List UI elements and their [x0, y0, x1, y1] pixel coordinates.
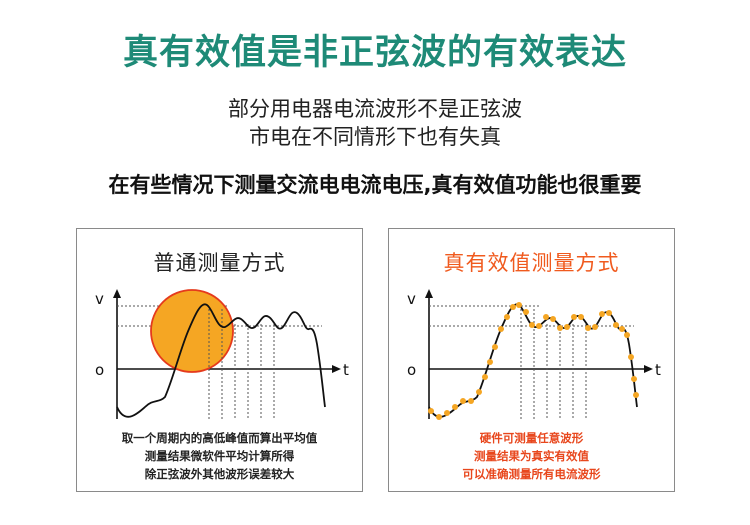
t-axis-arrow [644, 365, 653, 373]
true-rms-waveform-diagram: v o t [407, 289, 661, 420]
t-axis-label: t [655, 361, 661, 379]
sample-dots [428, 302, 639, 420]
normal-waveform-diagram: v o t [95, 289, 349, 419]
origin-label: o [95, 361, 104, 379]
peak-highlight-circle [150, 289, 234, 373]
waveform-curve [428, 303, 638, 418]
normal-measurement-title: 普通测量方式 [153, 251, 286, 275]
true-rms-panel: 真有效值测量方式 v o t [388, 228, 675, 492]
description-line: 测量结果为真实有效值 [474, 449, 589, 463]
subtitle-line-2: 市电在不同情形下也有失真 [249, 125, 501, 149]
origin-label: o [407, 361, 416, 379]
description-line: 硬件可测量任意波形 [479, 431, 584, 445]
true-rms-description: 硬件可测量任意波形 测量结果为真实有效值 可以准确测量所有电流波形 [389, 429, 674, 483]
description-line: 测量结果微软件平均计算所得 [144, 449, 295, 463]
true-rms-title: 真有效值测量方式 [443, 251, 620, 275]
v-axis-arrow [113, 289, 121, 298]
description-line: 可以准确测量所有电流波形 [462, 467, 601, 481]
page-title: 真有效值是非正弦波的有效表达 [122, 33, 627, 73]
description-line: 除正弦波外其他波形误差较大 [144, 467, 295, 481]
waveform-curve [116, 303, 326, 418]
description-line: 取一个周期内的高低峰值而算出平均值 [121, 431, 318, 445]
t-axis-arrow [332, 365, 341, 373]
t-axis-label: t [343, 361, 349, 379]
v-axis-label: v [95, 290, 104, 308]
normal-measurement-description: 取一个周期内的高低峰值而算出平均值 测量结果微软件平均计算所得 除正弦波外其他波… [77, 429, 362, 483]
subtitle-line-1: 部分用电器电流波形不是正弦波 [228, 97, 522, 121]
v-axis-arrow [425, 289, 433, 298]
normal-measurement-panel: 普通测量方式 v o t 取一个周期内的高低峰值而算出平均值 测量结果微软件平均… [76, 228, 363, 492]
emphasis-text: 在有些情况下测量交流电电流电压,真有效值功能也很重要 [108, 173, 642, 197]
v-axis-label: v [407, 290, 416, 308]
